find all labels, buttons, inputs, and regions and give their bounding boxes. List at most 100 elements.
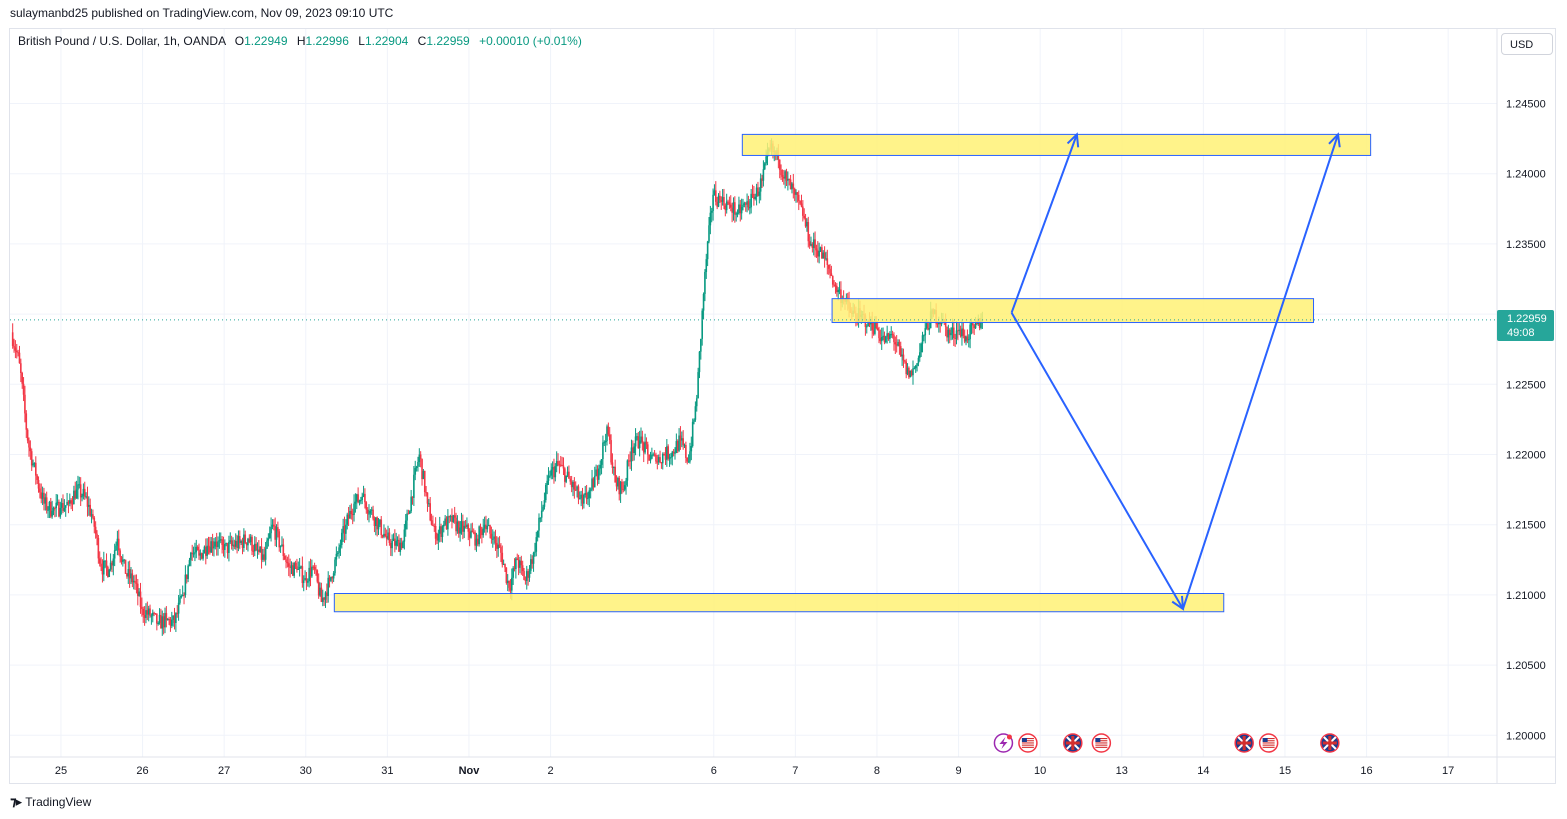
candle (274, 517, 276, 547)
candle-body (822, 252, 825, 259)
candle-body (15, 350, 18, 353)
candle-body (177, 602, 180, 614)
candle (546, 474, 548, 495)
candle-body (898, 342, 901, 347)
candle-body (746, 201, 748, 205)
candle-body (788, 178, 791, 180)
candle (296, 558, 298, 573)
candle-body (120, 556, 123, 562)
candle (252, 544, 255, 557)
candle-body (750, 193, 752, 208)
candle (168, 616, 170, 625)
candle-body (505, 567, 508, 583)
candle-body (744, 203, 747, 205)
candle-body (211, 541, 214, 549)
candle-body (334, 559, 336, 574)
us-flag-event-icon[interactable] (1258, 733, 1279, 753)
price-tick-label: 1.22000 (1506, 450, 1546, 462)
candle-body (113, 550, 116, 559)
us-flag-event-icon[interactable] (1018, 733, 1038, 753)
candle-body (362, 493, 365, 497)
candle (298, 558, 301, 577)
candle (135, 574, 138, 594)
candle (180, 594, 183, 599)
lightning-event-icon[interactable] (993, 733, 1014, 753)
candle (562, 457, 565, 476)
candle-body (872, 330, 875, 334)
candle (421, 458, 423, 486)
candle-body (899, 346, 902, 357)
candle-body (153, 612, 155, 614)
uk-flag-event-icon[interactable] (1320, 733, 1340, 753)
candle-body (341, 532, 343, 545)
candle (64, 505, 67, 517)
candle-body (477, 538, 479, 545)
candle (221, 536, 223, 554)
candle (270, 517, 272, 542)
candle (360, 496, 362, 505)
candle-body (143, 615, 146, 618)
candle-body (389, 543, 392, 549)
candle-body (179, 597, 181, 603)
candle-body (865, 326, 868, 328)
uk-flag-event-icon[interactable] (1234, 733, 1254, 753)
candle-body (615, 482, 618, 487)
candle-body (300, 566, 302, 568)
candle (788, 178, 791, 186)
symbol-name[interactable]: British Pound / U.S. Dollar, 1h, OANDA (18, 34, 226, 48)
candle (426, 492, 429, 512)
candle-body (391, 541, 393, 549)
candle (618, 475, 621, 501)
candle-body (203, 546, 206, 554)
candle-body (268, 533, 271, 539)
candle (236, 534, 238, 554)
candle (406, 509, 408, 530)
candle (515, 556, 517, 579)
candle (542, 504, 544, 512)
candle-body (528, 570, 531, 578)
candle (762, 160, 765, 187)
tradingview-brand[interactable]: ⁊▸ TradingView (10, 794, 91, 810)
currency-button[interactable]: USD (1501, 33, 1553, 55)
candle-body (298, 566, 301, 569)
candle (429, 496, 431, 522)
candle (720, 196, 723, 210)
candle (865, 324, 868, 334)
candle-body (667, 446, 669, 459)
candle-body (509, 587, 512, 591)
candle (154, 613, 157, 615)
candle-body (547, 475, 550, 481)
candle-body (302, 580, 305, 584)
candle (29, 440, 32, 460)
grid-lines (10, 29, 1497, 757)
candle-body (951, 327, 954, 333)
candle (211, 533, 214, 556)
uk-flag-event-icon[interactable] (1063, 733, 1083, 753)
candle-body (375, 517, 377, 526)
candle (321, 589, 324, 607)
candle (564, 467, 566, 488)
candle (478, 525, 480, 547)
candle-body (336, 552, 339, 554)
candle-body (388, 532, 391, 544)
candle (490, 526, 493, 544)
candle-body (421, 458, 423, 480)
candle-body (213, 546, 215, 549)
candle (447, 509, 449, 536)
candle-body (83, 488, 86, 497)
high-label: H (296, 34, 306, 48)
candle-body (70, 500, 72, 504)
candle (803, 208, 805, 220)
candle (26, 428, 29, 444)
candle-body (689, 451, 691, 462)
candle-body (791, 183, 793, 190)
candle (282, 538, 285, 561)
candle (895, 335, 898, 353)
candle-body (71, 503, 74, 505)
lightning-bolt (999, 737, 1008, 749)
us-flag-event-icon[interactable] (1091, 733, 1112, 753)
candle-body (98, 558, 101, 564)
candle (213, 538, 215, 557)
candle (827, 264, 830, 275)
